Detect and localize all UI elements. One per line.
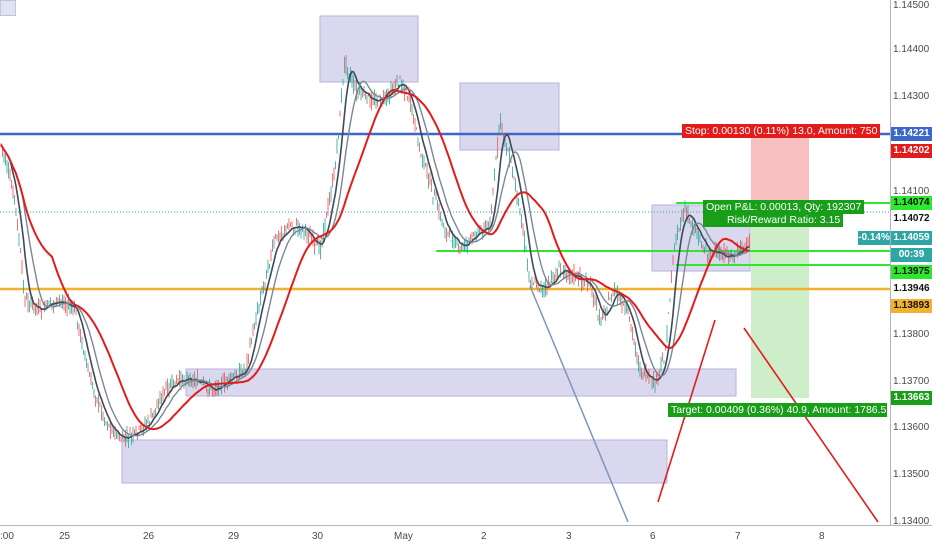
target-price-tag: 1.13663 [891,391,932,405]
zone-box [121,439,668,484]
time-tick: 30 [312,531,324,542]
time-tick: May [394,531,413,542]
price-tick: 1.14400 [893,44,930,55]
price-tick: 1.14500 [893,0,930,11]
price-tick: 1.13500 [893,469,930,480]
price-tick: 1.13700 [893,376,930,387]
last-price-tag: 1.14072 [891,212,932,226]
current-price-tag: 1.14059 [891,231,932,245]
change-percent-tag: -0.14% [858,231,890,245]
price-tick: 1.13800 [893,329,930,340]
time-tick: 26 [143,531,155,542]
fast-moving-average [0,70,750,439]
trend-line [529,285,629,523]
orange-line-price-tag: 1.13946 [891,282,932,296]
orange-tag: 1.13893 [891,299,932,313]
target-top-price-tag: 1.14074 [891,196,932,210]
target-zone [751,218,809,398]
stop-price-tag: 1.14221 [891,127,932,141]
time-tick: :00 [0,531,14,542]
time-axis[interactable] [0,525,932,551]
zone-box [319,15,419,83]
mid-moving-average [0,80,750,437]
time-tick: 3 [566,531,572,542]
time-tick: 7 [735,531,741,542]
stop-entry-price-tag: 1.14202 [891,144,932,158]
red-arrow-line [743,327,879,523]
countdown-tag: 00:39 [891,248,932,262]
price-tick: 1.13400 [893,516,930,527]
green-line-price-tag: 1.13975 [891,265,932,279]
slow-moving-average [0,88,750,431]
price-tick: 1.13600 [893,422,930,433]
price-tick: 1.14300 [893,91,930,102]
corner-toolbar-icon[interactable] [0,0,16,16]
time-tick: 29 [228,531,240,542]
pnl-label: Open P&L: 0.00013, Qty: 192307 [703,200,865,214]
time-tick: 25 [59,531,71,542]
target-label: Target: 0.00409 (0.36%) 40.9, Amount: 17… [668,403,887,417]
price-axis[interactable] [890,0,932,525]
time-tick: 8 [819,531,825,542]
time-tick: 6 [650,531,656,542]
stop-label: Stop: 0.00130 (0.11%) 13.0, Amount: 750 [682,124,881,138]
price-tick: 1.14100 [893,186,930,197]
rr-label: Risk/Reward Ratio: 3.15 [703,213,844,227]
time-tick: 2 [481,531,487,542]
